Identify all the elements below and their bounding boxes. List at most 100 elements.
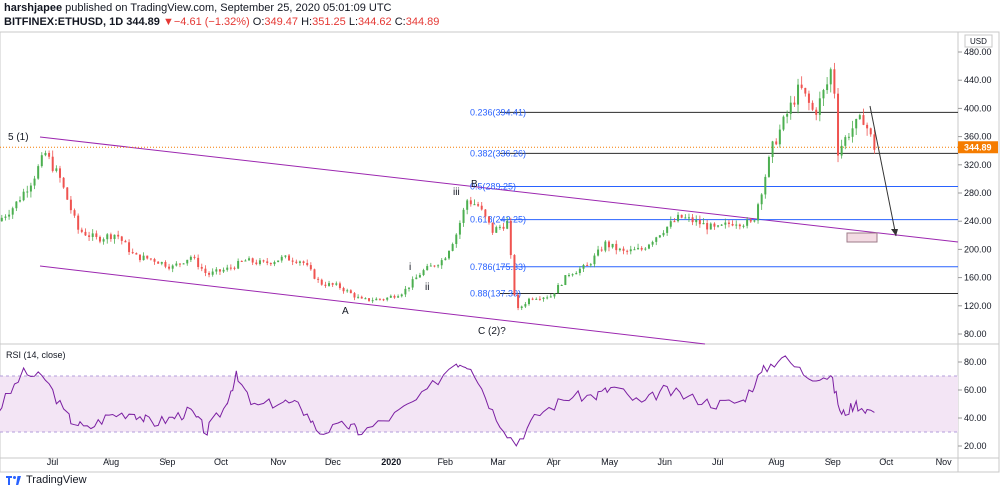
candle-body	[18, 200, 21, 202]
candle-body	[77, 215, 80, 230]
candle-body	[211, 271, 214, 275]
candle-body	[218, 269, 221, 272]
candle-body	[229, 267, 232, 269]
candle-body	[269, 263, 272, 265]
candle-body	[451, 244, 454, 251]
candle-body	[546, 297, 549, 299]
time-tick-label: Oct	[214, 457, 229, 467]
candle-body	[666, 226, 669, 233]
wave-label-i: i	[409, 262, 411, 273]
price-tick-label: 320.00	[964, 160, 992, 170]
price-tick-label: 80.00	[964, 329, 987, 339]
candle-body	[615, 243, 618, 251]
close-value: 344.89	[405, 16, 440, 28]
channel-lower-line	[39, 265, 706, 345]
rsi-tick-label: 40.00	[964, 413, 987, 423]
candle-body	[524, 304, 527, 307]
candle-body	[680, 214, 683, 218]
candle-body	[91, 233, 94, 237]
candle-body	[328, 283, 331, 286]
time-tick-label: May	[601, 457, 619, 467]
candle-body	[829, 69, 832, 85]
candle-body	[33, 178, 36, 186]
currency-box	[964, 34, 993, 48]
rsi-tick-label: 80.00	[964, 357, 987, 367]
candle-body	[175, 263, 178, 266]
candle-body	[760, 194, 763, 205]
fib-level-label: 0.5(289.25)	[470, 181, 516, 191]
candle-body	[637, 247, 640, 250]
candle-body	[378, 298, 381, 300]
candle-body	[538, 298, 541, 300]
candle-body	[720, 224, 723, 226]
candle-body	[611, 243, 614, 248]
wave-label-1: 5 (1)	[8, 132, 29, 143]
ohlc-legend: BITFINEX:ETHUSD, 1D 344.89 ▼−4.61 (−1.32…	[4, 16, 439, 28]
candle-body	[691, 217, 694, 223]
candle-body	[164, 262, 167, 267]
candle-body	[873, 134, 876, 150]
tradingview-footer[interactable]: TradingView	[6, 474, 87, 486]
candle-body	[117, 234, 120, 237]
rsi-title: RSI (14, close)	[6, 350, 66, 360]
time-tick-label: Nov	[270, 457, 287, 467]
candle-body	[255, 262, 258, 265]
candle-body	[626, 250, 629, 252]
candle-body	[466, 200, 469, 210]
author-name[interactable]: harshjapee	[4, 2, 63, 14]
candle-body	[309, 265, 312, 270]
candle-body	[491, 222, 494, 233]
candle-body	[847, 136, 850, 138]
fib-level-label: 0.618(242.25)	[470, 215, 526, 225]
time-tick-label: Aug	[768, 457, 784, 467]
candle-body	[575, 272, 578, 275]
candle-body	[706, 223, 709, 230]
candle-body	[368, 298, 371, 301]
candle-body	[702, 223, 705, 225]
candle-body	[55, 168, 58, 171]
rsi-line	[0, 355, 875, 447]
candle-body	[542, 297, 545, 300]
candle-body	[29, 185, 32, 192]
candle-body	[858, 115, 861, 119]
wave-label-ii: ii	[425, 282, 429, 293]
candle-body	[597, 249, 600, 256]
candle-body	[767, 156, 770, 177]
high-label: H:	[301, 16, 313, 28]
candle-body	[48, 152, 51, 157]
candle-body	[266, 261, 269, 264]
candle-body	[498, 226, 501, 228]
rsi-tick-label: 60.00	[964, 385, 987, 395]
candle-body	[717, 225, 720, 227]
last-price-tag	[958, 141, 998, 154]
price-tick-label: 280.00	[964, 188, 992, 198]
candle-body	[658, 235, 661, 238]
candle-body	[462, 209, 465, 223]
candle-body	[578, 268, 581, 273]
open-label: O:	[252, 16, 265, 28]
candle-body	[593, 255, 596, 265]
candle-body	[95, 233, 98, 237]
candle-body	[738, 224, 741, 227]
candle-body	[138, 254, 141, 261]
candle-body	[618, 248, 621, 251]
price-tick-label: 480.00	[964, 47, 992, 57]
candle-body	[4, 216, 7, 218]
time-tick-label: Apr	[547, 457, 561, 467]
candle-body	[553, 293, 556, 297]
candle-body	[335, 283, 338, 285]
candle-body	[484, 209, 487, 217]
candle-body	[128, 242, 131, 253]
candle-body	[404, 288, 407, 295]
candle-body	[258, 260, 261, 265]
candle-body	[815, 109, 818, 115]
high-value: 351.25	[312, 16, 346, 28]
projection-arrow-line	[869, 105, 897, 237]
candle-body	[655, 237, 658, 242]
candle-body	[651, 241, 654, 245]
candle-body	[786, 113, 789, 117]
candle-body	[360, 296, 363, 299]
candle-body	[564, 275, 567, 285]
candle-body	[80, 229, 83, 232]
